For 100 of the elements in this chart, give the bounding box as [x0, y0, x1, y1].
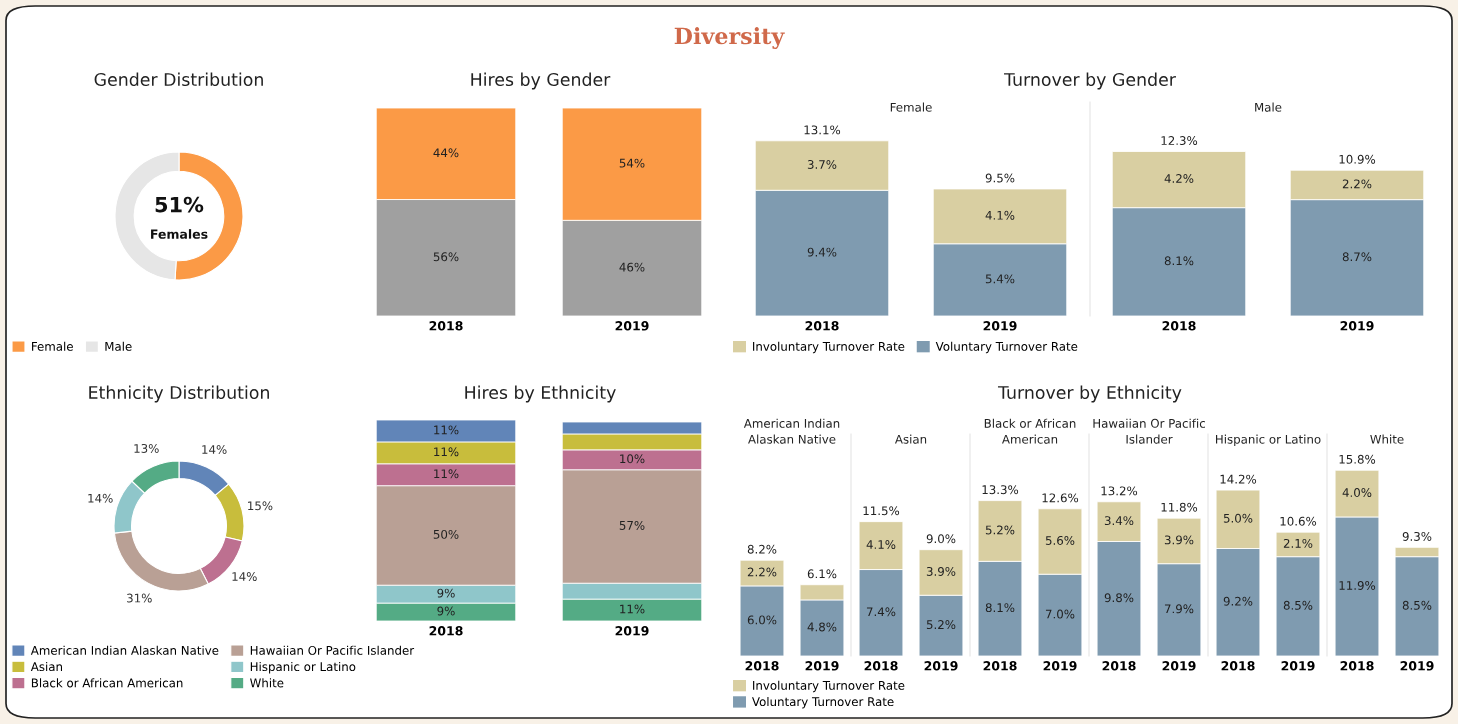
data-label: 7.0%	[1045, 609, 1075, 619]
data-label: 8.7%	[1342, 252, 1372, 262]
data-label: 8.1%	[985, 603, 1015, 613]
data-label: 5.2%	[985, 525, 1015, 535]
data-label: 4.2%	[1164, 174, 1194, 183]
x-tick-label: 2019	[924, 661, 958, 671]
x-tick-label: 2019	[615, 321, 649, 331]
data-label: 5.4%	[985, 274, 1015, 284]
x-tick-label: 2018	[1221, 661, 1255, 671]
legend-label: Voluntary Turnover Rate	[752, 696, 894, 709]
data-label: 50%	[433, 529, 459, 539]
chart-title: Hires by Gender	[471, 72, 611, 90]
x-tick-label: 2018	[1162, 321, 1196, 331]
data-label: 4.8%	[807, 622, 837, 632]
data-label: 57%	[619, 520, 645, 530]
text: 51%	[155, 196, 204, 213]
x-tick-label: 2019	[1162, 661, 1196, 671]
data-label: 5.6%	[1045, 535, 1075, 545]
data-label: 7.9%	[1164, 604, 1194, 614]
chart-title: Hires by Ethnicity	[465, 385, 616, 403]
x-tick-label: 2018	[745, 661, 779, 671]
x-tick-label: 2019	[1281, 661, 1315, 671]
chart-title: Gender Distribution	[94, 72, 263, 87]
total-label: 12.3%	[1161, 136, 1198, 146]
data-label: 9%	[437, 606, 455, 616]
chart-subtitle: Hispanic or Latino	[1216, 434, 1321, 446]
data-label: 46%	[619, 262, 645, 272]
x-tick-label: 2018	[1102, 661, 1136, 671]
data-label: 11%	[434, 425, 459, 435]
x-tick-label: 2018	[983, 661, 1017, 671]
legend-label: Hispanic or Latino	[250, 661, 356, 674]
x-tick-label: 2018	[805, 321, 839, 331]
legend-label: Asian	[30, 661, 62, 672]
legend-label: Hawaiian Or Pacific Islander	[250, 645, 415, 655]
data-label: 9.2%	[1223, 596, 1253, 606]
data-label: 2.1%	[1283, 538, 1313, 548]
data-label: 44%	[433, 148, 459, 158]
data-label: 14%	[88, 493, 113, 503]
data-label: 4.1%	[985, 210, 1015, 220]
x-tick-label: 2019	[1043, 661, 1077, 671]
x-tick-label: 2018	[429, 321, 463, 331]
data-label: 7.4%	[866, 607, 896, 617]
x-tick-label: 2018	[1340, 661, 1374, 671]
legend-label: Male	[105, 341, 132, 351]
chart-subtitle: Asian	[894, 434, 927, 444]
data-label: 54%	[619, 158, 645, 168]
data-label: 8.5%	[1402, 600, 1432, 610]
text: Diversity	[674, 27, 785, 49]
legend-label: Involuntary Turnover Rate	[753, 341, 905, 354]
data-label: 56%	[433, 252, 459, 262]
data-label: 9%	[437, 588, 455, 598]
x-tick-label: 2019	[805, 661, 839, 671]
total-label: 10.6%	[1280, 516, 1317, 526]
chart-title: Turnover by Gender	[1004, 72, 1176, 90]
data-label: 3.9%	[926, 566, 956, 576]
data-label: 3.9%	[1164, 535, 1194, 545]
x-tick-label: 2019	[983, 321, 1017, 331]
data-label: 10%	[620, 454, 645, 464]
data-label: 15%	[248, 501, 273, 511]
legend-label: White	[250, 678, 284, 688]
data-label: 9.8%	[1104, 593, 1134, 603]
data-label: 4.1%	[866, 540, 896, 550]
total-label: 10.9%	[1339, 154, 1376, 164]
total-label: 13.1%	[804, 125, 841, 135]
data-label: 14%	[202, 445, 227, 454]
text: Females	[151, 229, 208, 239]
total-label: 13.3%	[982, 485, 1019, 495]
total-label: 9.0%	[926, 534, 956, 544]
data-label: 6.0%	[747, 615, 777, 625]
legend-label: Voluntary Turnover Rate	[935, 341, 1078, 354]
data-label: 11.9%	[1339, 580, 1376, 590]
data-label: 3.4%	[1104, 516, 1134, 526]
total-label: 12.6%	[1042, 493, 1079, 503]
legend-label: Involuntary Turnover Rate	[753, 680, 905, 693]
total-label: 11.5%	[863, 506, 900, 516]
data-label: 11%	[620, 604, 645, 614]
data-label: 5.0%	[1223, 513, 1253, 523]
data-label: 11%	[434, 447, 459, 457]
chart-title: Ethnicity Distribution	[89, 385, 269, 403]
total-label: 8.2%	[747, 544, 777, 554]
x-tick-label: 2018	[429, 626, 463, 636]
chart-subtitle: White	[1370, 434, 1404, 444]
chart-subtitle: Female	[890, 102, 932, 112]
legend-label: American Indian Alaskan Native	[30, 645, 219, 655]
chart-subtitle: Black or African American	[984, 418, 1076, 444]
data-label: 9.4%	[807, 247, 837, 257]
text: Turnover by Ethnicity	[997, 385, 1182, 403]
total-label: 15.8%	[1339, 454, 1376, 464]
x-tick-label: 2018	[864, 661, 898, 671]
total-label: 9.3%	[1402, 531, 1432, 541]
data-label: 4.0%	[1342, 488, 1372, 498]
x-tick-label: 2019	[1340, 321, 1374, 331]
legend-label: Female	[32, 341, 73, 351]
total-label: 14.2%	[1220, 474, 1257, 484]
chart-subtitle: Male	[1255, 102, 1282, 112]
total-label: 13.2%	[1101, 486, 1138, 496]
total-label: 6.1%	[807, 569, 837, 579]
data-label: 3.7%	[807, 160, 837, 169]
chart-subtitle: American Indian Alaskan Native	[743, 418, 840, 444]
data-label: 14%	[232, 572, 257, 582]
